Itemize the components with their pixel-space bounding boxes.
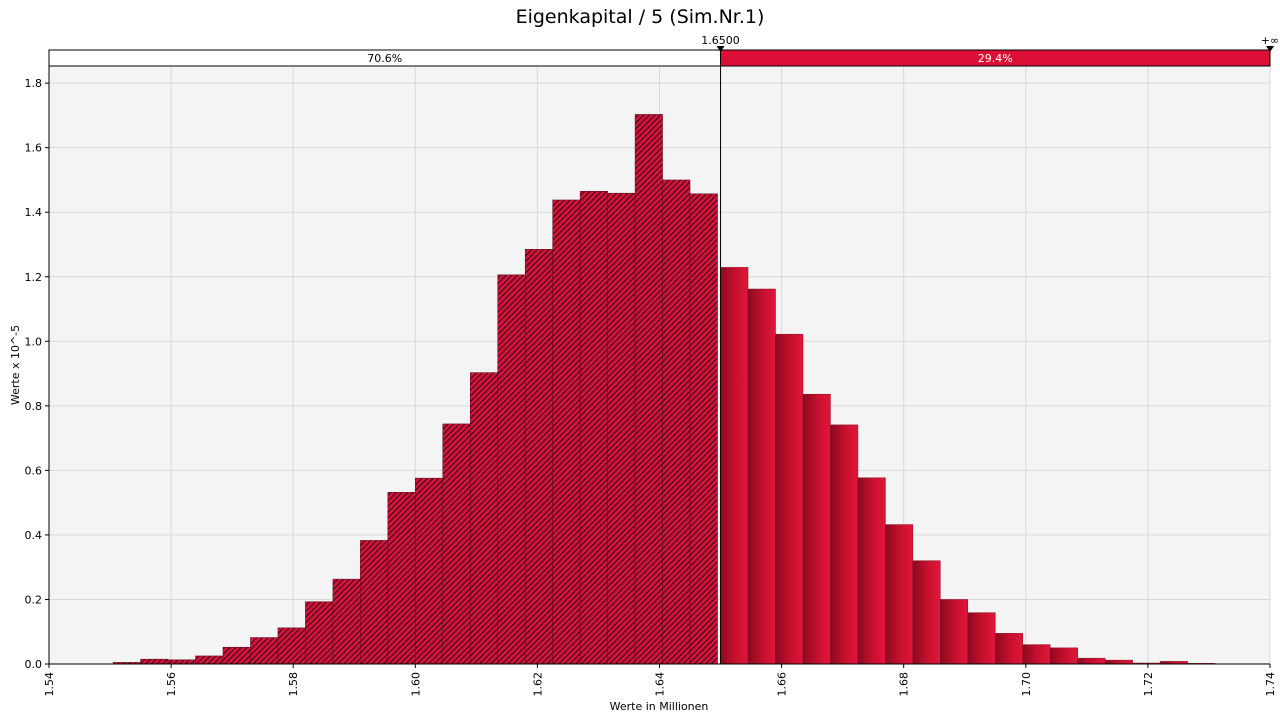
- x-tick-label: 1.74: [1264, 672, 1277, 697]
- histogram-bar: [967, 612, 996, 665]
- x-tick-label: 1.58: [287, 672, 300, 697]
- histogram-bar: [775, 333, 804, 665]
- x-tick-label: 1.68: [898, 672, 911, 697]
- x-tick-label: 1.72: [1142, 672, 1155, 697]
- histogram-bar: [140, 658, 169, 665]
- histogram-bar: [1077, 657, 1106, 665]
- histogram-bar: [885, 524, 914, 665]
- histogram-bar: [195, 655, 224, 665]
- histogram-bar: [912, 560, 941, 665]
- histogram-bar: [250, 637, 279, 665]
- y-tick-label: 1.8: [25, 77, 43, 90]
- x-tick-label: 1.56: [165, 672, 178, 697]
- histogram-bar: [332, 578, 361, 665]
- histogram-bar: [720, 267, 749, 665]
- histogram-bar: [222, 646, 251, 665]
- histogram-bar: [305, 601, 334, 665]
- histogram-bar: [689, 193, 718, 665]
- histogram-bar: [277, 627, 306, 665]
- y-axis-title: Werte x 10^-5: [9, 325, 22, 405]
- y-tick-label: 0.6: [25, 464, 43, 477]
- histogram-bar: [1049, 647, 1078, 665]
- y-tick-label: 1.2: [25, 271, 43, 284]
- threshold-value-label: 1.6500: [701, 34, 740, 47]
- histogram-bar: [497, 274, 526, 665]
- histogram-bar: [360, 540, 389, 665]
- histogram-bar: [1022, 644, 1051, 665]
- histogram-bar: [167, 659, 196, 665]
- y-tick-label: 0.8: [25, 400, 43, 413]
- histogram-bar: [995, 633, 1023, 665]
- histogram-bar: [747, 288, 776, 665]
- y-tick-label: 1.4: [25, 206, 43, 219]
- histogram-bar: [802, 393, 831, 665]
- x-tick-label: 1.70: [1020, 672, 1033, 697]
- histogram-bar: [469, 372, 498, 665]
- histogram-bar: [524, 249, 553, 665]
- right-limit-label: +∞: [1261, 34, 1279, 47]
- band-right-percent: 29.4%: [978, 52, 1013, 65]
- histogram-bar: [579, 190, 608, 665]
- histogram-bar: [830, 424, 859, 665]
- histogram-bar: [634, 114, 663, 665]
- x-tick-label: 1.62: [531, 672, 544, 697]
- chart-title: Eigenkapital / 5 (Sim.Nr.1): [515, 6, 765, 28]
- histogram-bar: [387, 492, 416, 665]
- y-tick-label: 0.0: [25, 658, 43, 671]
- band-right: [720, 49, 1271, 67]
- y-tick-label: 0.4: [25, 529, 43, 542]
- right-limit-slider-handle[interactable]: [1266, 46, 1274, 52]
- histogram-bar: [1104, 659, 1133, 665]
- histogram-bar: [552, 199, 581, 665]
- histogram-bar: [857, 477, 886, 665]
- x-axis-title: Werte in Millionen: [610, 700, 709, 713]
- y-tick-label: 0.2: [25, 593, 43, 606]
- y-tick-label: 1.6: [25, 142, 43, 155]
- threshold-slider-handle[interactable]: [716, 46, 725, 52]
- x-tick-label: 1.60: [409, 672, 422, 697]
- histogram-bar: [940, 599, 969, 665]
- histogram-bar: [415, 477, 444, 665]
- histogram-bar: [607, 192, 636, 665]
- y-tick-label: 1.0: [25, 335, 43, 348]
- histogram-bar: [442, 423, 471, 665]
- x-tick-label: 1.54: [43, 672, 56, 697]
- x-tick-label: 1.66: [776, 672, 789, 697]
- histogram-bar: [662, 179, 691, 665]
- x-tick-label: 1.64: [654, 672, 667, 697]
- band-left-percent: 70.6%: [367, 52, 402, 65]
